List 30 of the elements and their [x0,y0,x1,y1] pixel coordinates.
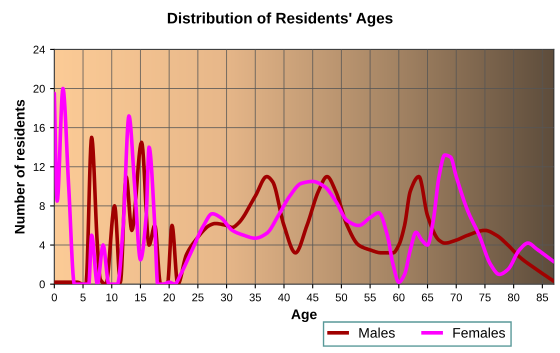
y-axis-title: Number of residents [14,100,25,234]
y-tick-label: 16 [34,124,45,132]
y-tick-label: 20 [33,84,45,93]
x-tick-label: 55 [364,294,376,302]
x-tick-label: 40 [278,293,290,302]
y-tick-label: 8 [40,202,45,210]
y-tick-label: 0 [40,280,45,288]
x-tick-label: 25 [192,293,204,302]
y-tick-label: 12 [34,163,45,171]
y-tick-label: 24 [33,46,45,54]
x-tick-label: 15 [135,294,146,302]
x-tick-label: 10 [106,293,118,302]
x-tick-label: 60 [393,293,405,302]
x-tick-label: 65 [422,293,434,302]
x-tick-label: 50 [336,293,348,302]
x-tick-label: 45 [306,294,318,302]
x-tick-label: 75 [479,294,491,302]
x-tick-label: 20 [164,293,175,302]
y-tick-label: 4 [39,241,45,250]
x-tick-label: 80 [508,293,520,302]
x-tick-label: 30 [220,293,232,302]
x-axis-title: Age [291,310,317,322]
legend-label: Females [453,328,505,338]
chart-title: Distribution of Residents' Ages [168,12,393,27]
legend-label: Males [359,328,395,338]
x-tick-label: 70 [450,293,462,302]
x-tick-label: 0 [52,293,57,302]
x-tick-label: 85 [536,293,548,302]
x-tick-label: 35 [250,293,261,302]
x-tick-label: 5 [80,294,86,302]
